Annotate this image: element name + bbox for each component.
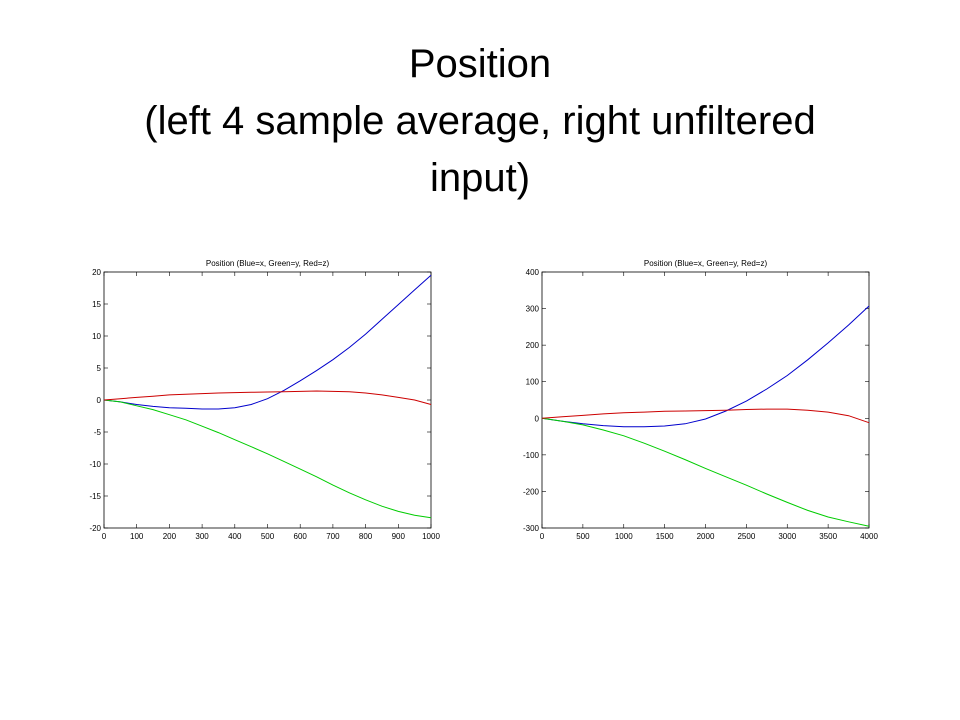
y-tick-label: 100	[526, 378, 540, 387]
x-tick-label: 300	[195, 532, 209, 541]
y-tick-label: 200	[526, 341, 540, 350]
chart-title: Position (Blue=x, Green=y, Red=z)	[206, 259, 330, 268]
y-tick-label: -15	[89, 492, 101, 501]
y-tick-label: -20	[89, 524, 101, 533]
y-tick-label: 10	[92, 332, 101, 341]
slide-title-line-1: Position	[408, 42, 552, 86]
x-tick-label: 0	[540, 532, 545, 541]
slide-title-line-2: (left 4 sample average, right unfiltered	[144, 99, 816, 143]
x-tick-label: 2000	[697, 532, 715, 541]
y-tick-label: 0	[535, 414, 540, 423]
x-tick-label: 2500	[737, 532, 755, 541]
x-tick-label: 1500	[656, 532, 674, 541]
y-tick-label: 5	[97, 364, 102, 373]
chart-title: Position (Blue=x, Green=y, Red=z)	[644, 259, 768, 268]
x-tick-label: 0	[102, 532, 107, 541]
x-tick-label: 3000	[778, 532, 796, 541]
left-position-chart: Position (Blue=x, Green=y, Red=z)0 100 200…	[89, 259, 440, 541]
x-tick-label: 200	[163, 532, 177, 541]
series-line-green-y	[541, 417, 870, 527]
x-tick-label: 900	[392, 532, 406, 541]
plot-area-frame	[541, 271, 870, 529]
y-tick-label: -5	[94, 428, 102, 437]
x-tick-label: 400	[228, 532, 242, 541]
x-tick-label: 700	[326, 532, 340, 541]
x-tick-label: 1000	[615, 532, 633, 541]
y-tick-label: -10	[89, 460, 101, 469]
series-line-blue-x	[103, 274, 432, 410]
y-tick-label: 300	[526, 305, 540, 314]
y-tick-label: -300	[523, 524, 540, 533]
right-position-chart: Position (Blue=x, Green=y, Red=z) 0 500 100…	[523, 259, 878, 541]
y-tick-label: -100	[523, 451, 540, 460]
x-tick-label: 600	[294, 532, 308, 541]
x-tick-label: 500	[261, 532, 275, 541]
x-tick-label: 1000	[422, 532, 440, 541]
x-tick-label: 500	[576, 532, 590, 541]
x-tick-label: 4000	[860, 532, 878, 541]
y-tick-label: 0	[97, 396, 102, 405]
x-tick-label: 3500	[819, 532, 837, 541]
series-line-red-z	[103, 390, 432, 405]
y-tick-label: 400	[526, 268, 540, 277]
y-tick-label: -200	[523, 487, 540, 496]
plot-area-frame	[103, 271, 432, 529]
y-tick-label: 20	[92, 268, 101, 277]
slide-title: Position (left 4 sample average, right u…	[40, 36, 920, 207]
series-line-green-y	[103, 399, 432, 519]
series-line-blue-x	[541, 305, 870, 428]
x-tick-label: 100	[130, 532, 144, 541]
slide-title-line-3: input)	[429, 156, 531, 200]
y-tick-label: 15	[92, 300, 101, 309]
series-line-red-z	[541, 408, 870, 424]
x-tick-label: 800	[359, 532, 373, 541]
